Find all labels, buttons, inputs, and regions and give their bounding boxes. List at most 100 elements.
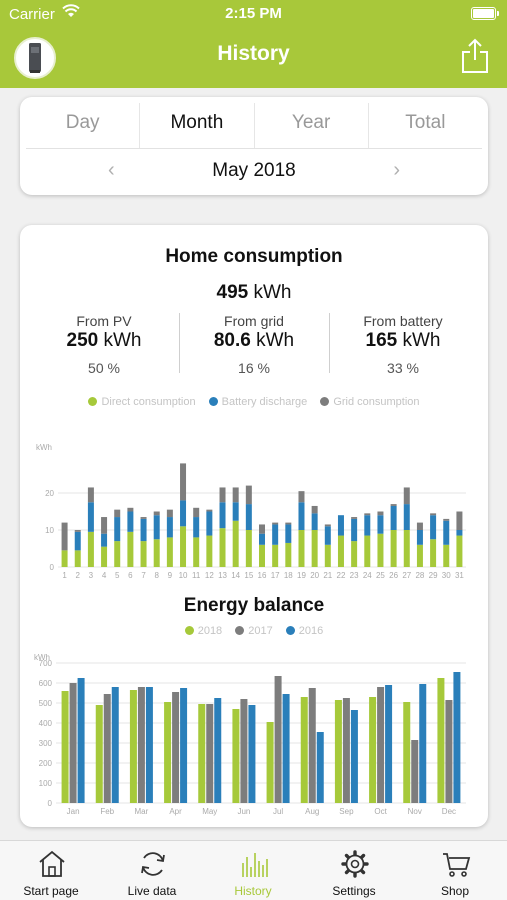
bar-segment <box>298 491 305 503</box>
bar-segment <box>298 530 305 567</box>
bar-segment <box>127 507 134 512</box>
total-value: 495 <box>216 282 249 303</box>
tabbar-item-settings[interactable]: Settings <box>304 841 404 900</box>
bar-segment <box>456 511 463 530</box>
tabbar-item-shop[interactable]: Shop <box>405 841 505 900</box>
tabbar-item-start-page[interactable]: Start page <box>1 841 101 900</box>
legend-dot <box>320 397 330 406</box>
legend-item[interactable]: 2016 <box>285 625 323 637</box>
tab-total[interactable]: Total <box>405 112 446 133</box>
legend-item[interactable]: Battery discharge <box>208 396 307 408</box>
bar-segment <box>403 504 410 530</box>
stat-value: 80.6 kWh <box>213 330 295 351</box>
period-navigator: ‹ May 2018 › <box>20 153 488 189</box>
y-tick-label: 10 <box>45 526 54 535</box>
bar-segment <box>101 517 108 534</box>
bar-segment <box>219 502 226 529</box>
bar-segment <box>206 511 213 536</box>
x-tick-label: 14 <box>231 571 240 580</box>
tab-day[interactable]: Day <box>26 103 141 148</box>
history-card: Home consumption 495 kWh From PV 250 kWh… <box>20 225 488 827</box>
y-axis-unit: kWh <box>36 443 52 452</box>
bar-segment <box>140 517 147 519</box>
bar <box>61 691 69 803</box>
bar-segment <box>245 485 252 505</box>
bar-segment <box>153 511 160 516</box>
bar-segment <box>127 531 134 567</box>
bar <box>145 687 153 803</box>
bar-segment <box>443 544 450 567</box>
legend-dot <box>285 626 295 635</box>
x-tick-label: 20 <box>310 571 319 580</box>
x-tick-label: 6 <box>128 571 133 580</box>
status-bar: Carrier 2:15 PM <box>0 0 507 28</box>
x-tick-label: 10 <box>179 571 188 580</box>
x-tick-label: 19 <box>297 571 306 580</box>
bar-segment <box>74 550 81 567</box>
bar <box>103 694 111 803</box>
tab-month[interactable]: Month <box>140 103 255 148</box>
stat-divider <box>179 313 180 373</box>
bar <box>240 699 248 803</box>
tab-year[interactable]: Year <box>255 103 369 148</box>
y-axis-unit: kWh <box>34 653 50 662</box>
energy-balance-legend: 2018 2017 2016 <box>20 625 488 637</box>
legend-item[interactable]: 2017 <box>235 625 273 637</box>
x-tick-label: 27 <box>402 571 411 580</box>
bar-segment <box>272 524 279 545</box>
tabbar-item-live-data[interactable]: Live data <box>102 841 202 900</box>
consumption-legend: Direct consumption Battery discharge Gri… <box>20 396 488 408</box>
bar <box>350 710 358 803</box>
x-tick-label: 3 <box>89 571 94 580</box>
bar-segment <box>324 526 331 545</box>
legend-item[interactable]: Grid consumption <box>320 396 420 408</box>
bar <box>129 690 137 803</box>
bar <box>437 678 445 803</box>
bar-segment <box>416 530 423 545</box>
legend-dot <box>88 397 98 406</box>
bar-segment <box>61 550 68 567</box>
stat-label: From grid <box>224 313 284 329</box>
legend-dot <box>235 626 245 635</box>
period-selector-card: Day Month Year Total ‹ May 2018 › <box>20 97 488 195</box>
device-avatar[interactable] <box>14 37 56 79</box>
x-tick-label: Jul <box>273 807 283 816</box>
bar <box>342 698 350 803</box>
x-tick-label: Sep <box>339 807 354 816</box>
bar-segment <box>337 515 344 536</box>
bar-chart-icon <box>242 853 268 877</box>
bar-segment <box>416 544 423 567</box>
home-consumption-title: Home consumption <box>165 246 343 267</box>
gear-icon <box>341 850 369 878</box>
bar-segment <box>272 544 279 567</box>
bar-segment <box>180 500 187 527</box>
chevron-left-icon[interactable]: ‹ <box>108 159 115 181</box>
bar-segment <box>390 504 397 506</box>
bar-segment <box>285 542 292 567</box>
x-tick-label: 8 <box>154 571 159 580</box>
bar-segment <box>311 513 318 530</box>
y-tick-label: 600 <box>39 679 53 688</box>
bar <box>137 687 145 803</box>
bar-segment <box>232 487 239 503</box>
bar <box>334 700 342 803</box>
x-tick-label: Feb <box>100 807 114 816</box>
y-tick-label: 700 <box>39 659 53 668</box>
bar <box>95 705 103 803</box>
legend-item[interactable]: 2018 <box>184 625 222 637</box>
bar-segment <box>180 463 187 501</box>
y-tick-label: 0 <box>48 799 53 808</box>
x-tick-label: Dec <box>442 807 456 816</box>
stat-percent: 50 % <box>88 360 120 376</box>
x-tick-label: Apr <box>169 807 182 816</box>
legend-item[interactable]: Direct consumption <box>88 396 196 408</box>
bar-segment <box>298 502 305 530</box>
tabbar-item-history[interactable]: History <box>203 841 303 900</box>
x-tick-label: Aug <box>305 807 319 816</box>
stat-percent: 16 % <box>238 360 270 376</box>
bar-segment <box>430 515 437 540</box>
share-icon[interactable] <box>461 38 489 74</box>
x-tick-label: 2 <box>76 571 81 580</box>
chevron-right-icon[interactable]: › <box>393 159 400 181</box>
